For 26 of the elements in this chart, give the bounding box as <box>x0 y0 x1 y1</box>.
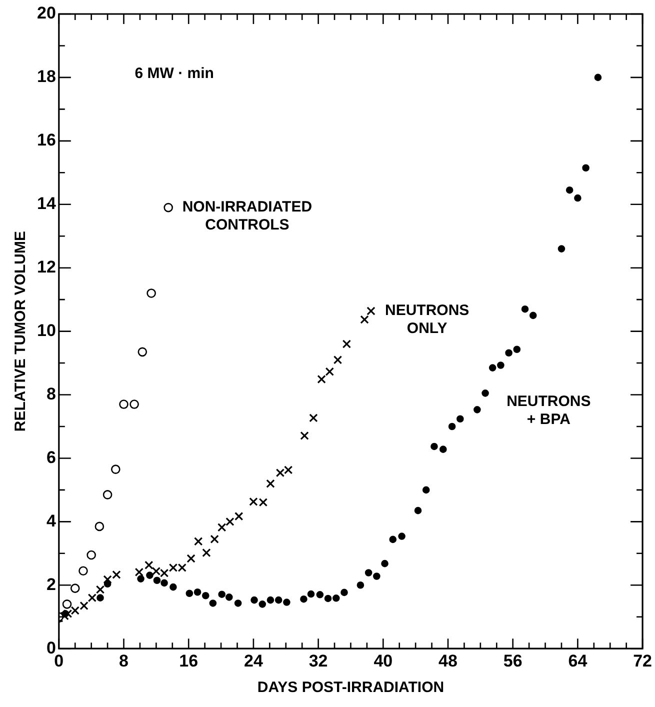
x-tick-label: 40 <box>374 651 393 670</box>
x-tick-label: 24 <box>244 651 264 670</box>
x-tick-label: 64 <box>568 651 588 670</box>
y-tick-label: 4 <box>46 511 56 530</box>
y-tick-label: 12 <box>36 258 56 277</box>
y-tick-label: 20 <box>36 4 56 23</box>
x-tick-label: 8 <box>119 651 128 670</box>
series-label: NON-IRRADIATED CONTROLS <box>182 198 312 234</box>
x-tick-label: 56 <box>503 651 522 670</box>
annotation: 6 MW · min <box>134 65 214 82</box>
x-axis-title: DAYS POST-IRRADIATION <box>257 679 444 696</box>
x-tick-label: 72 <box>633 651 652 670</box>
y-tick-label: 6 <box>46 448 56 467</box>
y-tick-label: 10 <box>36 320 56 340</box>
y-tick-label: 8 <box>46 384 56 404</box>
y-tick-label: 18 <box>36 67 56 86</box>
y-tick-label: 0 <box>46 638 56 658</box>
x-tick-label: 16 <box>179 651 198 670</box>
x-tick-label: 48 <box>438 651 458 670</box>
y-axis-title: RELATIVE TUMOR VOLUME <box>12 231 30 432</box>
y-tick-label: 2 <box>46 574 56 594</box>
x-tick-label: 32 <box>308 651 328 670</box>
series-label: NEUTRONS ONLY <box>384 302 470 338</box>
series-label: NEUTRONS + BPA <box>506 392 591 428</box>
y-tick-label: 16 <box>36 130 56 150</box>
y-tick-label: 14 <box>36 194 56 214</box>
